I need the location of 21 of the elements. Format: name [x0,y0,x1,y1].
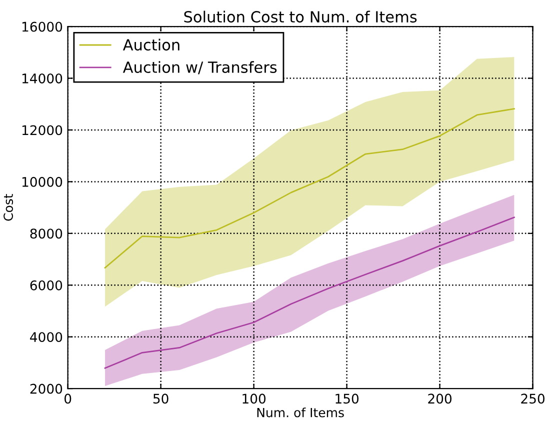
line-series [104,216,515,369]
x-tick-label: 250 [521,394,544,404]
x-tick-label: 150 [336,394,359,404]
y-tick-label: 8000 [30,228,62,239]
y-tick-label: 10000 [22,176,62,187]
y-tick-label: 4000 [30,332,62,342]
x-tick-label: 0 [64,394,72,404]
y-tick-label: 16000 [22,22,62,32]
y-tick-label: 14000 [22,73,62,84]
chart-title: Solution Cost to Num. of Items [184,10,417,23]
x-tick-label: 100 [242,394,266,404]
y-axis-title: Cost [4,194,14,221]
y-tick-label: 2000 [30,384,62,394]
y-tick-label: 12000 [22,125,62,136]
legend-label: Auction [122,38,180,51]
x-tick-label: 200 [428,394,452,404]
y-tick-label: 6000 [30,280,62,290]
line-series [104,108,515,269]
legend-label: Auction w/ Transfers [122,61,277,74]
x-axis-title: Num. of Items [257,408,344,418]
x-tick-label: 50 [153,394,168,404]
